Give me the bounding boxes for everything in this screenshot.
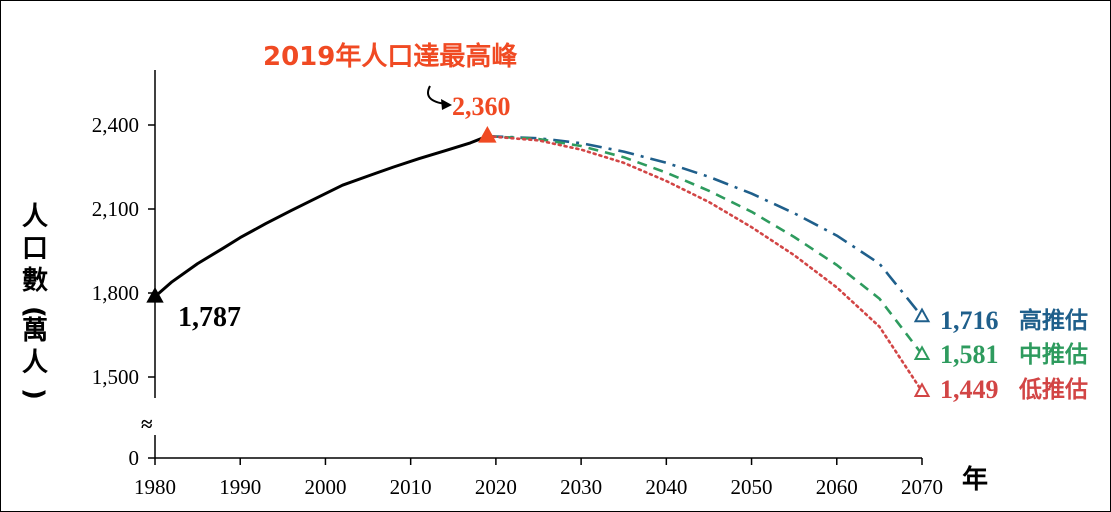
x-tick-label: 2020	[475, 475, 517, 499]
y-axis-title: 人口數(萬人)	[19, 202, 49, 400]
x-tick-label: 1980	[134, 475, 176, 499]
y-axis-title-char: )	[19, 388, 49, 400]
x-tick-label: 2010	[390, 475, 432, 499]
series-line-低推估	[486, 134, 924, 393]
x-tick-label: 2030	[560, 475, 602, 499]
peak-title: 2019年人口達最高峰	[263, 41, 517, 72]
y-axis-title-char: 人	[22, 202, 48, 232]
endpoint-marker-中推估	[913, 345, 931, 360]
x-tick-label: 2060	[816, 475, 858, 499]
low-value: 1,449	[940, 375, 999, 404]
mid-label: 中推估	[1019, 342, 1088, 368]
y-tick-label: 1,800	[92, 281, 139, 305]
y-axis-title-char: 萬	[22, 316, 48, 346]
series-line-historical	[154, 134, 488, 298]
x-tick-label: 2000	[304, 475, 346, 499]
x-tick-label: 1990	[219, 475, 261, 499]
start-marker	[146, 287, 164, 303]
y-axis-title-char: 數	[22, 266, 48, 296]
high-value: 1,716	[940, 306, 999, 335]
y-axis-title-char: 人	[22, 348, 48, 378]
y-tick-label: 2,100	[92, 197, 139, 221]
y-tick-label: 0	[129, 446, 140, 470]
peak-marker	[478, 126, 497, 143]
mid-value: 1,581	[940, 340, 999, 369]
endpoint-marker-低推估	[913, 382, 931, 397]
x-tick-label: 2040	[645, 475, 687, 499]
x-tick-label: 2070	[901, 475, 943, 499]
peak-value: 2,360	[452, 92, 511, 121]
y-tick-label: 1,500	[92, 365, 139, 389]
series-line-中推估	[487, 134, 924, 356]
axis-break-symbol: ≈	[141, 412, 153, 436]
x-axis-title: 年	[962, 464, 988, 495]
start-value: 1,787	[178, 302, 241, 333]
endpoint-marker-高推估	[913, 307, 931, 323]
high-label: 高推估	[1019, 307, 1088, 334]
y-axis-title-char: (	[19, 306, 49, 318]
y-axis-title-char: 口	[22, 234, 48, 264]
peak-arrow-head	[441, 99, 452, 110]
x-tick-label: 2050	[731, 475, 773, 499]
series-line-高推估	[487, 134, 924, 318]
low-label: 低推估	[1018, 377, 1088, 403]
y-tick-label: 2,400	[92, 113, 139, 137]
